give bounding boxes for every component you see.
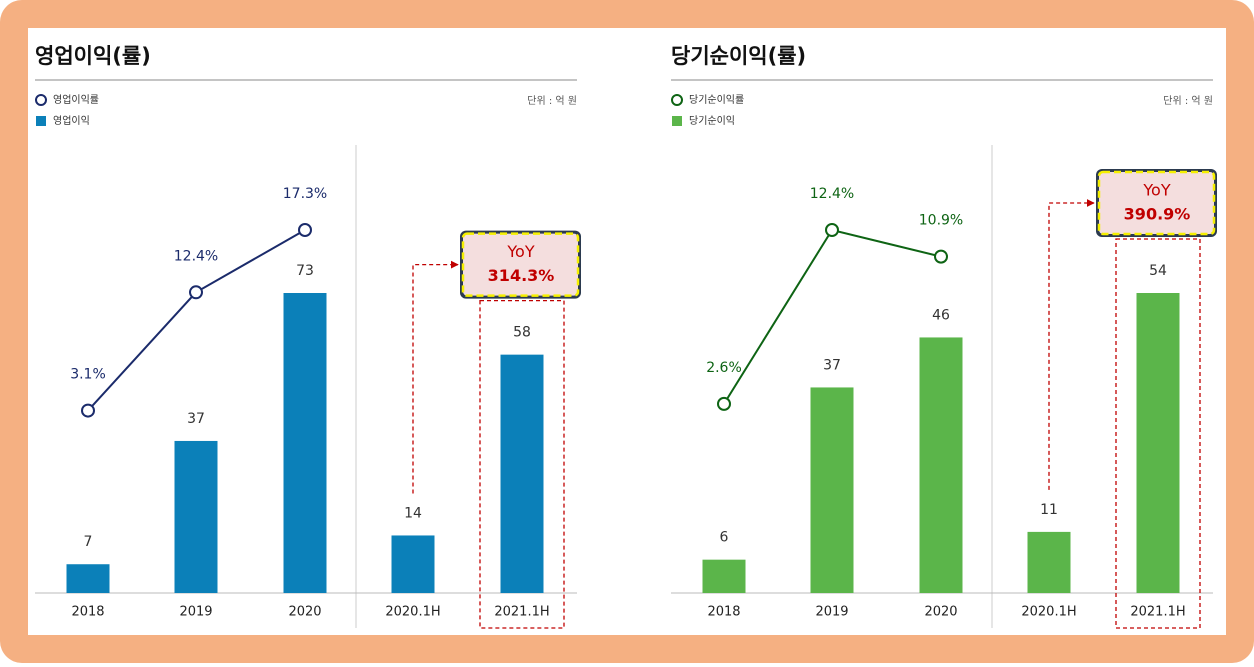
arrow xyxy=(1048,199,1095,490)
panel xyxy=(28,28,1226,635)
line-value-label: 2.6% xyxy=(706,360,742,376)
line-point xyxy=(717,396,731,411)
yoy-box xyxy=(1097,170,1216,236)
yoy-title: YoY xyxy=(506,242,534,261)
bar-value-label: 14 xyxy=(404,505,422,521)
x-tick-label: 2021.1H xyxy=(494,605,549,620)
legend-label: 당기순이익률 xyxy=(689,94,744,106)
unit-label: 단위 : 억 원 xyxy=(527,94,577,107)
bar-value-label: 54 xyxy=(1149,263,1167,279)
bar xyxy=(283,293,327,593)
legend-label: 당기순이익 xyxy=(689,115,735,127)
line-value-label: 3.1% xyxy=(70,367,106,383)
bar-value-label: 11 xyxy=(1040,502,1058,518)
x-tick-label: 2021.1H xyxy=(1130,605,1185,620)
legend-label: 영업이익 xyxy=(53,114,90,127)
bar xyxy=(391,535,435,593)
line-value-label: 17.3% xyxy=(283,186,327,202)
x-tick-label: 2020 xyxy=(288,605,321,620)
x-tick-label: 2018 xyxy=(707,605,740,620)
line-point xyxy=(298,223,312,237)
highlight-box xyxy=(479,299,565,629)
line-point xyxy=(189,285,203,300)
line-point xyxy=(825,223,839,237)
chart: 당기순이익(률) 단위 : 억 원 2018 2019 2020 2020.1H 2021.… xyxy=(671,44,1217,629)
x-tick-label: 2018 xyxy=(71,605,104,620)
chart-title: 당기순이익(률) xyxy=(671,44,806,68)
bar xyxy=(810,387,854,593)
line-value-label: 12.4% xyxy=(810,186,854,202)
highlight-box xyxy=(1115,238,1201,629)
chart: 영업이익(률) 단위 : 억 원 2018 2019 2020 2020.1H 2021.1… xyxy=(35,44,581,629)
bar-value-label: 7 xyxy=(84,534,93,550)
chart-title: 영업이익(률) xyxy=(35,44,151,68)
bar-value-label: 37 xyxy=(187,411,205,427)
bar xyxy=(1027,531,1071,593)
bar-value-label: 73 xyxy=(296,263,314,279)
bar xyxy=(500,354,544,593)
line-value-label: 10.9% xyxy=(919,213,963,229)
x-tick-label: 2020 xyxy=(924,605,957,620)
line-value-label: 12.4% xyxy=(174,248,218,264)
bar xyxy=(919,337,963,593)
bar-value-label: 37 xyxy=(823,357,841,373)
bar-value-label: 46 xyxy=(932,307,950,323)
x-tick-label: 2019 xyxy=(179,605,212,620)
line-point xyxy=(934,249,948,264)
legend-marker xyxy=(35,94,47,106)
bar xyxy=(1136,293,1180,593)
yoy-value: 314.3% xyxy=(488,266,555,285)
line-point xyxy=(81,403,95,418)
bar-value-label: 58 xyxy=(513,325,531,341)
legend-marker xyxy=(672,116,682,126)
yoy-value: 390.9% xyxy=(1124,205,1191,224)
legend-label: 영업이익률 xyxy=(53,93,99,106)
x-tick-label: 2020.1H xyxy=(385,605,440,620)
legend-marker xyxy=(671,94,683,106)
x-tick-label: 2019 xyxy=(815,605,848,620)
unit-label: 단위 : 억 원 xyxy=(1163,94,1213,107)
legend-marker xyxy=(36,116,46,126)
yoy-title: YoY xyxy=(1142,181,1170,200)
x-tick-label: 2020.1H xyxy=(1021,605,1076,620)
bar xyxy=(66,564,110,593)
yoy-box xyxy=(461,232,580,297)
bar xyxy=(174,440,218,593)
bar-value-label: 6 xyxy=(720,530,729,546)
bar xyxy=(702,559,746,593)
